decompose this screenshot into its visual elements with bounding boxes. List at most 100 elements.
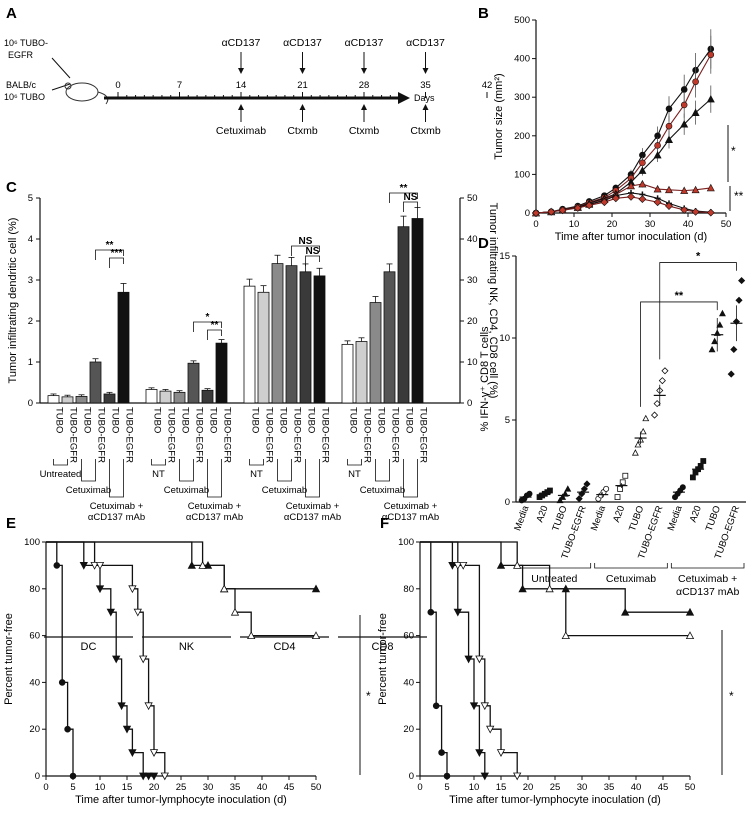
chart-b-point	[532, 209, 540, 217]
chart-d-point	[639, 427, 647, 435]
chart-c-category-label: TUBO	[306, 407, 317, 433]
chart-d-group-bracket	[594, 563, 668, 569]
chart-f-point	[453, 562, 462, 570]
chart-d-point	[716, 321, 724, 328]
chart-d-category-label: Media	[666, 504, 685, 533]
chart-b-point	[626, 181, 636, 190]
chart-e-point	[117, 702, 126, 711]
chart-e-y-tick-label: 40	[29, 677, 40, 688]
chart-d-point	[661, 367, 669, 375]
chart-e-point	[149, 749, 159, 757]
chart-e-point	[247, 631, 256, 639]
chart-b-point	[653, 184, 662, 193]
chart-c-bar	[117, 291, 130, 404]
chart-c-treat-label: Cetuximab	[262, 485, 307, 496]
chart-c-sig-bracket	[193, 321, 222, 332]
chart-d-category-label: TUBO	[550, 504, 569, 533]
timeline-arrowhead	[398, 92, 410, 104]
chart-b-point	[611, 194, 620, 203]
chart-c-sig-bracket	[95, 249, 124, 260]
chart-e-point	[95, 562, 105, 570]
timeline-tick-label: 21	[297, 80, 308, 91]
chart-c-category-label: TUBO	[208, 407, 219, 433]
mouse-arrow-2	[51, 83, 71, 91]
chart-c-bar	[145, 389, 158, 404]
chart-c-category-label: TUBO-EGFR	[418, 407, 429, 463]
chart-e-y-tick-label: 80	[29, 584, 40, 595]
chart-c-category-label: TUBO-EGFR	[166, 407, 177, 463]
chart-c-treat-label: Cetuximab	[164, 485, 209, 496]
mouse-label-2: EGFR	[8, 50, 34, 60]
chart-d-point	[614, 494, 621, 500]
chart-f-point	[496, 561, 506, 569]
chart-c-treat-label: NT	[250, 469, 263, 480]
chart-b-y-tick-label: 400	[514, 54, 530, 65]
timeline-tick-label: 14	[236, 80, 247, 91]
chart-c-sig-bracket	[109, 257, 124, 268]
chart-e-km-curve	[46, 541, 316, 637]
chart-d-category-label: A20	[611, 504, 627, 524]
chart-c-bar	[299, 271, 312, 404]
chart-f-point	[448, 562, 457, 570]
timeline-top-treatment: αCD137	[406, 37, 445, 49]
chart-e-x-tick-label: 25	[176, 782, 187, 793]
chart-c-treat-label: Cetuximab +	[286, 501, 340, 512]
chart-f-point	[480, 772, 489, 781]
chart-e-point	[160, 772, 169, 781]
chart-e-point	[149, 772, 159, 781]
chart-e-y-tick-label: 0	[35, 771, 40, 782]
chart-c-category-label: TUBO-EGFR	[264, 407, 275, 463]
chart-f-x-tick-label: 40	[631, 782, 642, 793]
chart-c-group-label: CD4	[273, 641, 295, 653]
chart-c-category-label: TUBO-EGFR	[292, 407, 303, 463]
chart-e-point	[230, 607, 240, 616]
chart-e-point	[106, 608, 115, 617]
chart-c-bracket	[109, 459, 124, 498]
chart-c-bracket	[249, 459, 264, 466]
chart-f-point	[480, 702, 489, 711]
chart-c-sig-bracket	[389, 192, 418, 203]
chart-e-point	[112, 655, 121, 664]
chart-d-group-label: αCD137 mAb	[676, 586, 739, 598]
chart-c-y2-tick-label: 30	[467, 275, 478, 286]
chart-d-y-tick-label: 10	[499, 333, 510, 344]
chart-c-bar	[75, 396, 88, 404]
chart-b-point	[653, 198, 662, 207]
chart-b-point	[707, 51, 715, 59]
timeline-bottom-treatment: Ctxmb	[349, 125, 379, 137]
chart-b-point	[639, 159, 646, 167]
timeline-top-treatment: αCD137	[283, 37, 322, 49]
chart-f-point	[464, 655, 473, 664]
chart-c-category-label: TUBO	[82, 407, 93, 433]
chart-c-bar	[61, 396, 74, 404]
timeline-bottom-arrowhead	[299, 104, 306, 110]
chart-c-y-tick-label: 1	[28, 357, 33, 368]
chart-c-category-label: TUBO	[278, 407, 289, 433]
timeline-bottom-arrowhead	[361, 104, 367, 110]
panel-a: A 10⁶ TUBO- EGFR BALB/c 10⁶ TUBO 0 7 14 21 2…	[4, 5, 492, 137]
chart-d-sig-bracket	[640, 301, 718, 407]
chart-c-y2-tick-label: 20	[467, 316, 478, 327]
chart-d-point	[556, 496, 564, 504]
chart-c-group-label: DC	[81, 641, 97, 653]
chart-d-point	[617, 485, 624, 492]
chart-b-x-tick-label: 20	[607, 219, 618, 230]
chart-d-point	[653, 400, 661, 408]
chart-f-x-tick-label: 30	[577, 782, 588, 793]
chart-d-point	[727, 370, 735, 378]
chart-e-x-tick-label: 20	[149, 782, 160, 793]
chart-d-sig: **	[675, 290, 684, 302]
chart-c-category-label: TUBO-EGFR	[96, 407, 107, 463]
chart-d-point	[631, 449, 639, 456]
chart-f-x-tick-label: 10	[469, 782, 480, 793]
chart-e-sig: *	[366, 689, 371, 703]
chart-b-x-tick-label: 40	[683, 219, 694, 230]
chart-f-point	[469, 702, 479, 711]
timeline-bottom-treatment: Ctxmb	[410, 125, 440, 137]
panel-e-letter: E	[6, 515, 16, 532]
chart-f-point	[486, 725, 495, 734]
chart-b-point	[638, 195, 647, 204]
